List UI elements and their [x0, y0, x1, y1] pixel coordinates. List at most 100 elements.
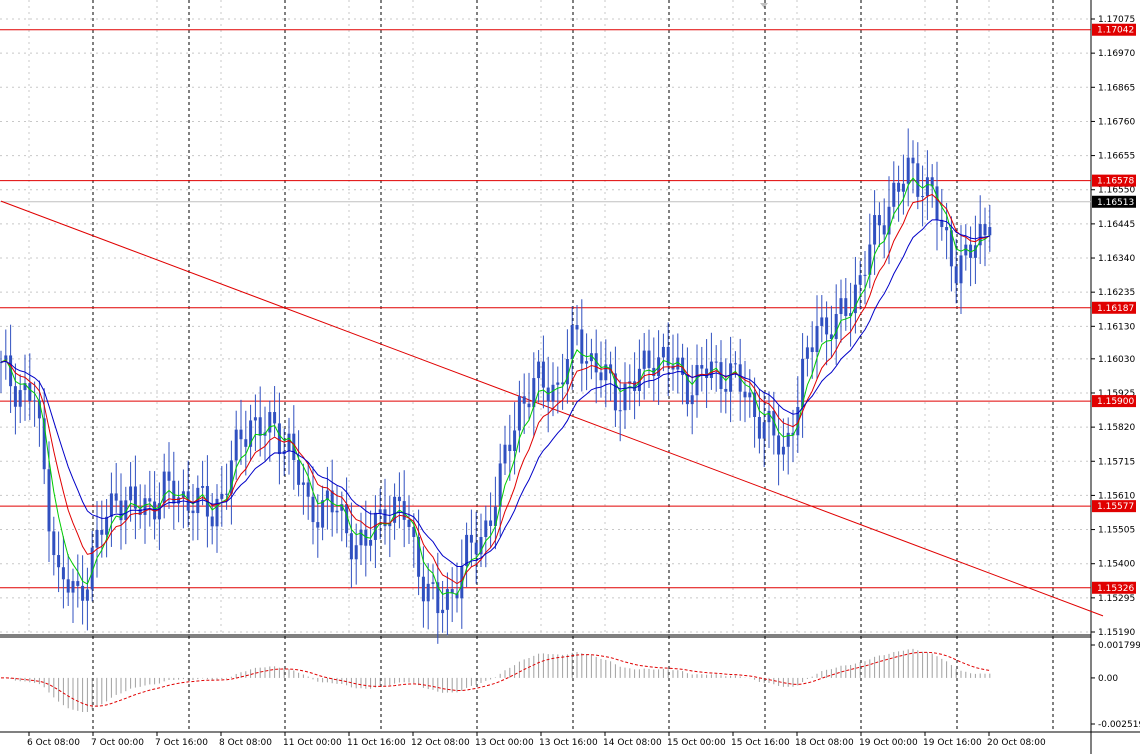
candle-body	[921, 196, 925, 198]
candle-body	[109, 493, 113, 517]
time-tick-label: 14 Oct 08:00	[603, 738, 662, 748]
candle-body	[397, 496, 401, 502]
oscillator-tick-label: -0.002519	[1098, 720, 1140, 730]
candle-body	[138, 508, 142, 515]
candle-body	[729, 363, 733, 392]
candle-body	[484, 520, 488, 537]
candle-body	[791, 432, 795, 436]
candle-body	[575, 325, 579, 330]
candle-body	[76, 581, 80, 586]
candle-body	[393, 496, 397, 523]
price-tick-label: 1.15925	[1098, 389, 1135, 399]
time-tick-label: 18 Oct 08:00	[795, 738, 854, 748]
candle-body	[153, 501, 157, 520]
price-tick-label: 1.17075	[1098, 15, 1135, 25]
candle-body	[733, 363, 737, 365]
oscillator-tick-label: 0.00	[1098, 674, 1118, 684]
candle-body	[277, 423, 281, 455]
candle-body	[177, 497, 181, 504]
candle-body	[940, 219, 944, 228]
candle-body	[522, 396, 526, 404]
level-price-label: 1.15900	[1097, 397, 1134, 407]
price-tick-label: 1.16445	[1098, 220, 1135, 230]
candle-body	[618, 410, 622, 412]
price-tick-label: 1.16865	[1098, 83, 1135, 93]
candle-body	[517, 396, 521, 431]
time-tick-label: 8 Oct 08:00	[219, 738, 272, 748]
candle-body	[834, 314, 838, 339]
candle-body	[604, 364, 608, 381]
candle-body	[930, 177, 934, 187]
time-tick-label: 20 Oct 08:00	[987, 738, 1046, 748]
trend-line[interactable]	[0, 200, 1104, 617]
candle-body	[580, 329, 584, 364]
candle-body	[23, 383, 27, 391]
candle-body	[359, 529, 363, 546]
candle-body	[148, 498, 152, 502]
candle-body	[724, 388, 728, 392]
candle-body	[215, 498, 219, 527]
level-price-label: 1.16578	[1097, 177, 1134, 187]
oscillator-signal-line	[0, 651, 990, 707]
candle-body	[465, 534, 469, 567]
candle-body	[4, 355, 8, 363]
trend-line-segment[interactable]	[0, 200, 1104, 617]
level-price-label: 1.15326	[1097, 584, 1134, 594]
candle-body	[412, 526, 416, 537]
candle-body	[42, 418, 46, 470]
candle-body	[66, 579, 70, 593]
candle-body	[431, 582, 435, 584]
candle-body	[949, 230, 953, 267]
candle-body	[599, 372, 603, 381]
shift-marker-icon[interactable]	[760, 3, 768, 8]
candle-body	[258, 417, 262, 436]
candle-body	[345, 504, 349, 534]
level-price-label: 1.16187	[1097, 304, 1134, 314]
ma-mid-line	[0, 193, 990, 585]
candle-body	[253, 417, 257, 421]
candle-body	[613, 373, 617, 411]
candle-body	[863, 274, 867, 276]
candle-body	[666, 346, 670, 366]
main-plot-area[interactable]	[0, 0, 1091, 634]
candle-body	[570, 325, 574, 360]
candle-body	[239, 429, 243, 440]
time-tick-label: 19 Oct 16:00	[923, 738, 982, 748]
candle-body	[100, 530, 104, 535]
candle-body	[52, 531, 56, 556]
level-price-labels: 1.16513 1.17042 1.16578 1.16187 1.15900 1.155…	[1092, 23, 1136, 594]
candle-body	[268, 412, 272, 433]
candle-body	[805, 347, 809, 359]
candle-body	[705, 368, 709, 378]
candle-body	[762, 422, 766, 439]
candle-body	[0, 362, 3, 364]
price-tick-label: 1.16655	[1098, 152, 1135, 162]
candle-body	[911, 157, 915, 164]
price-tick-label: 1.16130	[1098, 322, 1135, 332]
candle-body	[777, 435, 781, 455]
candle-body	[897, 182, 901, 192]
candle-body	[695, 365, 699, 396]
candle-body	[124, 500, 128, 521]
candle-body	[325, 490, 329, 501]
candle-body	[297, 459, 301, 485]
candle-body	[527, 403, 531, 408]
candle-body	[460, 566, 464, 599]
price-tick-label: 1.15610	[1098, 491, 1135, 501]
candle-body	[532, 378, 536, 408]
candle-body	[906, 157, 910, 184]
candle-body	[349, 533, 353, 560]
candle-body	[767, 410, 771, 423]
level-price-label: 1.17042	[1097, 26, 1134, 36]
candle-body	[90, 547, 94, 590]
candle-body	[95, 530, 99, 548]
level-price-badge	[1092, 301, 1136, 314]
candle-body	[157, 503, 161, 520]
candle-body	[685, 374, 689, 405]
time-tick-label: 11 Oct 00:00	[283, 738, 342, 748]
candle-body	[469, 534, 473, 543]
candle-body	[105, 516, 109, 535]
horizontal-levels[interactable]	[0, 29, 1091, 589]
candle-body	[306, 482, 310, 497]
